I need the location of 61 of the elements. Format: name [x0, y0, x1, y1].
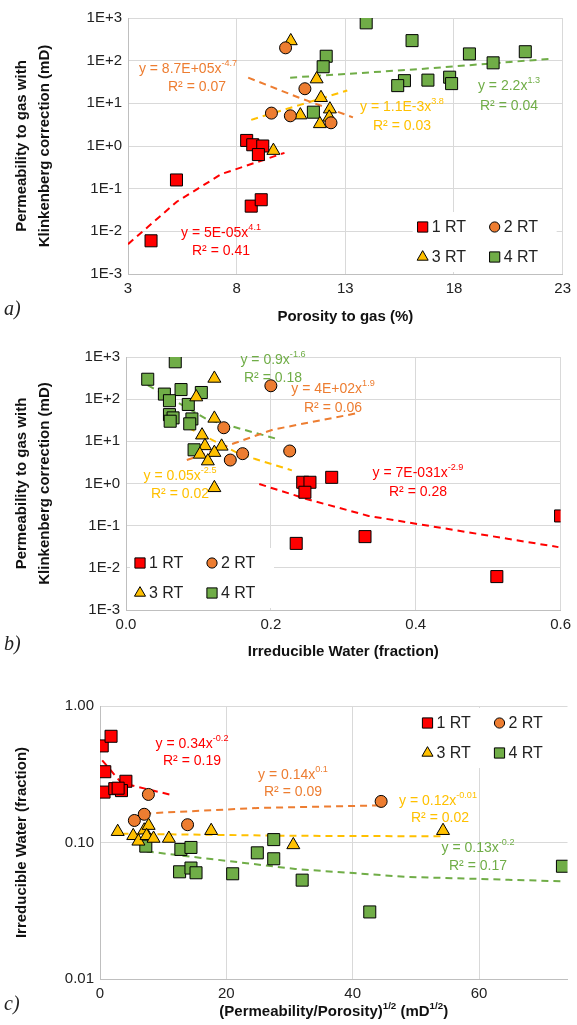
x-axis-title: Irreducible Water (fraction) [247, 642, 439, 660]
legend-label: 2 RT [508, 714, 544, 732]
y-tick-label: 1E+1 [86, 93, 122, 111]
annotation: R² = 0.03 [373, 116, 432, 133]
annotation: R² = 0.07 [168, 77, 227, 94]
x-tick-label: 0.2 [260, 615, 282, 633]
legend-label: 4 RT [221, 584, 256, 602]
annotation: R² = 0.06 [304, 398, 363, 415]
x-tick-label: 18 [445, 279, 463, 297]
x-tick-label: 20 [218, 984, 235, 1002]
text: a) [4, 297, 21, 321]
annotation: R² = 0.02 [151, 484, 210, 501]
y-tick-label: 1E+3 [86, 8, 122, 26]
legend-label: 3 RT [436, 744, 472, 762]
legend-label: 2 RT [221, 554, 256, 572]
legend-label: 4 RT [503, 248, 539, 266]
y-tick-label: 1E+2 [84, 389, 120, 407]
x-axis-title: Porosity to gas (%) [277, 307, 414, 325]
legend-label: 3 RT [149, 584, 184, 602]
annotation: R² = 0.19 [163, 751, 222, 768]
legend-label: 4 RT [508, 744, 544, 762]
y-axis-title: Permeability to gas with Klinkenberg correction (mD) [12, 382, 53, 585]
legend-label: 3 RT [431, 248, 467, 266]
annotation: R² = 0.09 [264, 782, 323, 799]
text: c) [4, 992, 20, 1016]
y-tick-label: 0.01 [64, 969, 94, 987]
x-tick-label: 60 [470, 984, 488, 1002]
y-tick-label: 1E-3 [88, 600, 120, 618]
x-tick-label: 23 [554, 279, 571, 297]
x-tick-label: 0 [95, 984, 105, 1002]
y-tick-label: 1E-2 [88, 557, 120, 575]
x-tick-label: 8 [232, 279, 241, 297]
y-tick-label: 1.00 [64, 696, 94, 714]
y-axis-title: Permeability to gas with Klinkenberg correction (mD) [12, 44, 53, 248]
x-tick-label: 13 [336, 279, 354, 297]
legend-label: 1 RT [149, 554, 184, 572]
y-tick-label: 1E+0 [86, 136, 122, 154]
y-tick-label: 1E+2 [86, 50, 122, 68]
y-axis-title: Irreducible Water (fraction) [12, 746, 30, 939]
y-tick-label: 1E-1 [90, 178, 122, 196]
y-tick-label: 1E+0 [84, 473, 120, 491]
x-tick-label: 0.0 [115, 615, 137, 633]
y-tick-label: 1E-2 [90, 221, 122, 239]
x-tick-label: 0.6 [550, 615, 571, 633]
x-tick-label: 3 [123, 279, 133, 297]
x-tick-label: 0.4 [405, 615, 427, 633]
annotation: R² = 0.41 [192, 241, 251, 258]
y-tick-label: 0.10 [64, 832, 94, 850]
annotation: R² = 0.04 [480, 96, 539, 113]
text: b) [4, 632, 21, 656]
y-tick-label: 1E-3 [90, 264, 122, 282]
annotation: R² = 0.17 [449, 856, 508, 873]
legend-label: 2 RT [503, 218, 539, 236]
x-tick-label: 40 [344, 984, 362, 1002]
annotation: R² = 0.02 [411, 808, 470, 825]
y-tick-label: 1E+1 [84, 431, 120, 449]
legend-label: 1 RT [436, 714, 472, 732]
y-tick-label: 1E-1 [88, 515, 120, 533]
annotation: R² = 0.28 [389, 482, 448, 499]
legend-label: 1 RT [431, 218, 467, 236]
y-tick-label: 1E+3 [84, 347, 120, 365]
